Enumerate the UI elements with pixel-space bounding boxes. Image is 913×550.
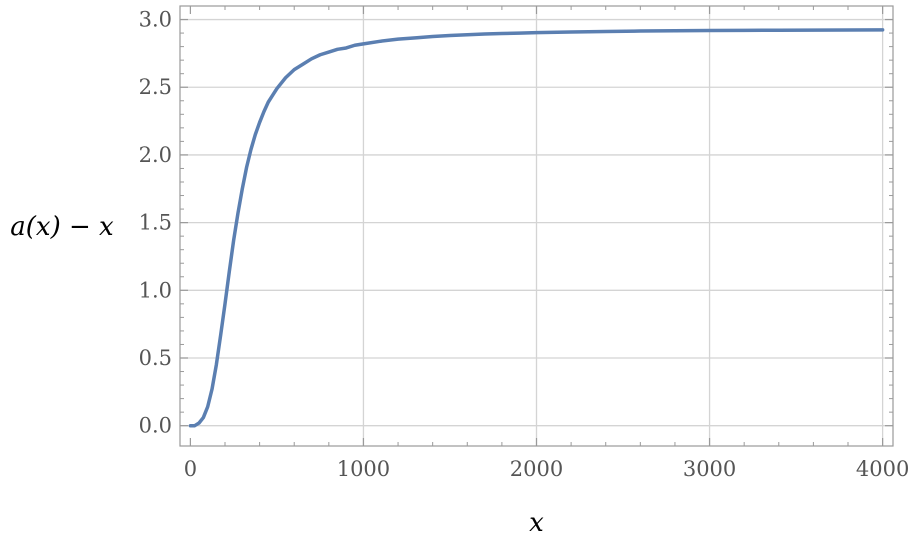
y-tick-label: 2.0 [139,143,172,167]
y-axis-label: a(x) − x [10,212,114,242]
axis-ticks: 0.0 0.5 1.0 1.5 2.0 2.5 3.0 0 1000 2000 3000 4000 [139,6,909,481]
x-tick-label: 4000 [856,457,909,481]
series-line-1 [188,28,885,428]
x-axis-label: x [529,508,544,538]
y-tick-label: 1.0 [139,278,172,302]
minor-ticks [180,6,893,446]
y-tick-label: 3.0 [139,8,172,32]
y-tick-label: 1.5 [139,211,172,235]
y-tick-label: 0.0 [139,414,172,438]
x-tick-label: 1000 [337,457,390,481]
x-tick-label: 0 [184,457,197,481]
x-tick-label: 2000 [510,457,563,481]
grid-lines [180,6,893,446]
series-layer [188,28,885,428]
y-tick-label: 0.5 [139,346,172,370]
y-tick-label: 2.5 [139,75,172,99]
x-tick-label: 3000 [683,457,736,481]
